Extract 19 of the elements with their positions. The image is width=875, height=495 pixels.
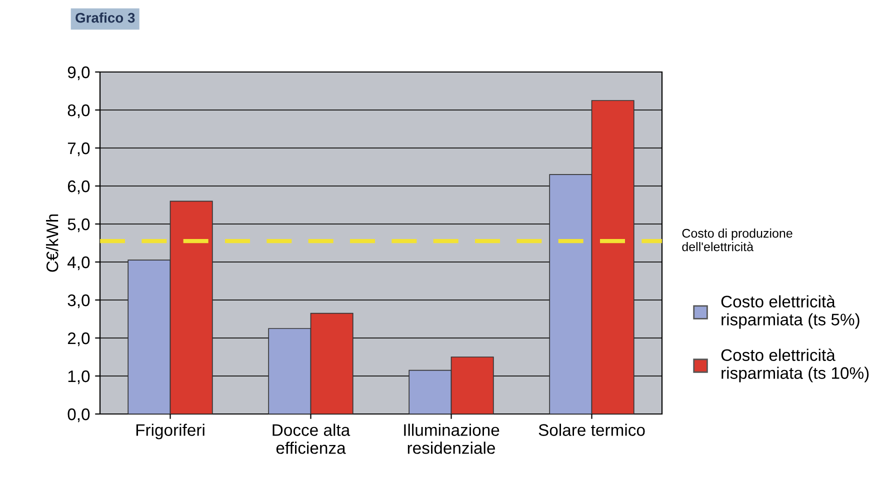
y-tick-label: 2,0 [68, 332, 90, 346]
y-tick-label: 1,0 [68, 370, 90, 384]
y-tick-label: 5,0 [68, 218, 90, 232]
y-axis-title: C€/kWh [46, 214, 58, 272]
x-tick-label: Frigoriferi [136, 424, 204, 440]
x-tick-label: Illuminazione residenziale [404, 424, 500, 454]
legend-label: Costo elettricità risparmiata (ts 10%) [721, 348, 869, 382]
y-tick-label: 3,0 [68, 294, 90, 308]
y-tick-label: 6,0 [68, 180, 90, 194]
y-tick-label: 7,0 [68, 142, 90, 156]
y-tick-label: 9,0 [68, 66, 90, 80]
y-tick-label: 4,0 [67, 256, 90, 270]
y-tick-label: 0,0 [68, 408, 90, 422]
chart-title: Grafico 3 [76, 12, 135, 23]
x-tick-label: Docce alta efficienza [272, 424, 350, 454]
ref-line-label: Costo di produzione dell'elettricità [682, 228, 792, 252]
y-tick-label: 8,0 [68, 104, 90, 118]
x-tick-label: Solare termico [538, 424, 645, 436]
legend-label: Costo elettricità risparmiata (ts 5%) [721, 295, 860, 329]
